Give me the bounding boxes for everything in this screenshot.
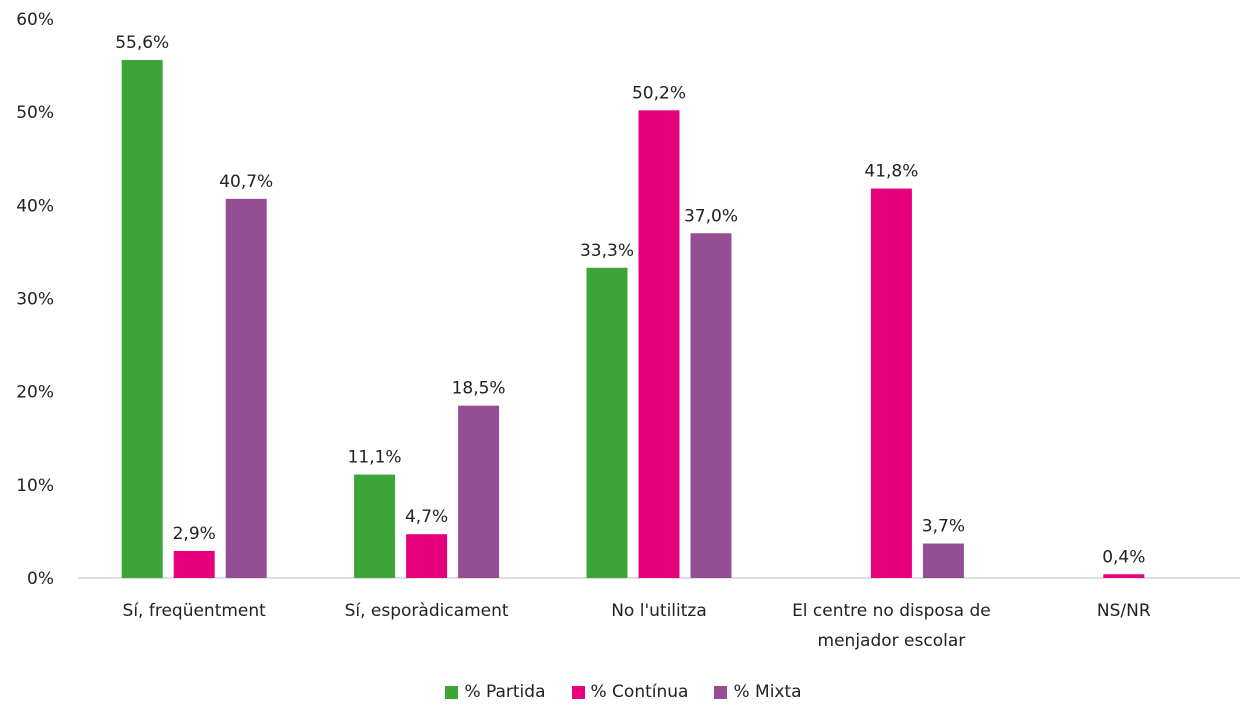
bar: [406, 534, 448, 578]
data-label: 2,9%: [173, 524, 216, 544]
bar: [638, 110, 680, 578]
x-tick-label: NS/NR: [1097, 601, 1151, 621]
bar: [586, 267, 628, 578]
legend-item-partida: % Partida: [445, 682, 546, 702]
bar: [354, 474, 396, 578]
data-label: 33,3%: [580, 241, 634, 261]
data-label: 40,7%: [219, 172, 273, 192]
y-tick-label: 30%: [16, 290, 54, 310]
data-label: 50,2%: [632, 83, 686, 103]
y-tick-label: 0%: [27, 569, 54, 589]
bar: [173, 550, 215, 578]
x-tick-label: No l'utilitza: [611, 601, 707, 621]
data-label: 37,0%: [684, 206, 738, 226]
legend-item-mixta: % Mixta: [714, 682, 802, 702]
legend-swatch-partida: [445, 685, 459, 699]
data-label: 18,5%: [452, 379, 506, 399]
x-tick-label: Sí, esporàdicament: [345, 601, 509, 621]
bar: [870, 188, 912, 578]
data-label: 3,7%: [922, 517, 965, 537]
legend-label-partida: % Partida: [464, 682, 546, 702]
data-label: 4,7%: [405, 507, 448, 527]
bar-chart: 0% 10% 20% 30% 40% 50% 60% 55,6% 2,9% 40,7% Sí, fr…: [16, 10, 1240, 651]
legend: % Partida % Contínua % Mixta: [0, 682, 1247, 702]
legend-swatch-mixta: [714, 685, 728, 699]
legend-label-mixta: % Mixta: [733, 682, 802, 702]
bar: [922, 543, 964, 578]
x-tick-label: Sí, freqüentment: [123, 601, 267, 621]
bar: [121, 59, 163, 578]
bar: [225, 198, 267, 579]
bar: [690, 233, 732, 579]
y-tick-label: 10%: [16, 476, 54, 496]
x-tick-label: menjador escolar: [818, 631, 966, 651]
data-label: 11,1%: [348, 448, 402, 468]
y-tick-label: 60%: [16, 10, 54, 30]
y-tick-label: 50%: [16, 103, 54, 123]
legend-item-continua: % Contínua: [571, 682, 689, 702]
data-label: 55,6%: [115, 33, 169, 53]
x-tick-label: El centre no disposa de: [792, 601, 991, 621]
bar: [458, 405, 500, 578]
legend-swatch-continua: [571, 685, 585, 699]
legend-label-continua: % Contínua: [590, 682, 689, 702]
y-tick-label: 20%: [16, 383, 54, 403]
y-tick-label: 40%: [16, 196, 54, 216]
bar: [1103, 574, 1145, 578]
data-label: 41,8%: [864, 162, 918, 182]
data-label: 0,4%: [1102, 547, 1145, 567]
